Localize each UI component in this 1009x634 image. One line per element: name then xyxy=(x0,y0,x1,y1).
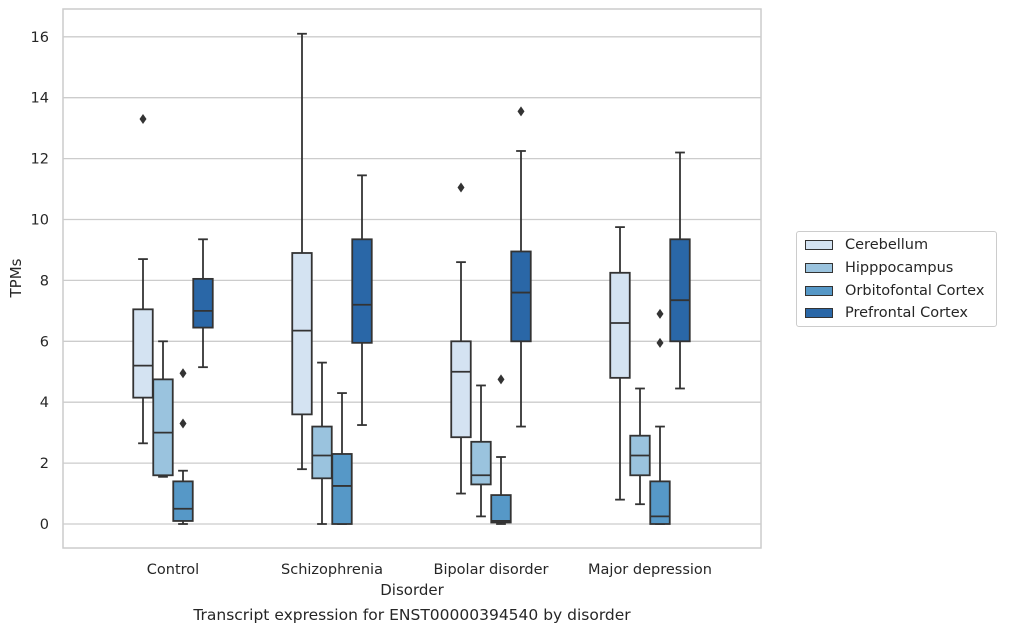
y-tick-label-0: 0 xyxy=(40,517,49,533)
box-orbitofontal-cortex-3 xyxy=(649,308,671,525)
box-body xyxy=(132,308,154,399)
box-hipppocampus-2 xyxy=(470,384,492,518)
x-axis-label: Disorder xyxy=(380,581,444,599)
box-orbitofontal-cortex-1 xyxy=(331,392,353,525)
outlier-point xyxy=(179,368,187,379)
box-prefrontal-cortex-0 xyxy=(192,238,214,369)
outlier-point xyxy=(656,308,664,319)
outlier-point xyxy=(656,337,664,348)
x-tick-label-bipolar-disorder: Bipolar disorder xyxy=(434,562,549,578)
box-body xyxy=(311,425,333,480)
y-tick-label-4: 4 xyxy=(40,395,49,411)
box-cerebellum-0 xyxy=(132,114,154,445)
box-body xyxy=(192,277,214,329)
outlier-point xyxy=(179,418,187,429)
outlier-point xyxy=(497,374,505,385)
box-orbitofontal-cortex-0 xyxy=(172,368,194,525)
chart-caption: Transcript expression for ENST0000039454… xyxy=(193,606,631,624)
legend-item-cerebellum: Cerebellum xyxy=(805,236,928,254)
legend-item-orbitofrontal-cortex: Orbitofontal Cortex xyxy=(805,282,984,300)
outlier-point xyxy=(139,114,147,125)
legend: Cerebellum Hipppocampus Orbitofontal Cor… xyxy=(796,231,997,327)
box-body xyxy=(609,271,631,379)
y-axis-label: TPMs xyxy=(7,258,25,298)
box-body xyxy=(669,238,691,343)
y-tick-label-16: 16 xyxy=(31,30,49,46)
box-hipppocampus-3 xyxy=(629,387,651,506)
y-tick-label-10: 10 xyxy=(31,213,49,229)
box-prefrontal-cortex-3 xyxy=(669,151,691,390)
box-cerebellum-3 xyxy=(609,226,631,501)
box-body xyxy=(649,480,671,525)
x-tick-labels: Control Schizophrenia Bipolar disorder Majo… xyxy=(147,562,712,578)
legend-item-prefrontal-cortex: Prefrontal Cortex xyxy=(805,304,968,322)
legend-swatch-prefrontal-cortex xyxy=(805,308,833,318)
box-layer xyxy=(132,32,691,525)
box-orbitofontal-cortex-2 xyxy=(490,374,512,525)
outlier-point xyxy=(457,182,465,193)
box-prefrontal-cortex-1 xyxy=(351,174,373,426)
box-cerebellum-1 xyxy=(291,32,313,471)
box-body xyxy=(351,238,373,344)
x-tick-label-control: Control xyxy=(147,562,199,578)
plot-frame xyxy=(62,8,762,549)
outlier-point xyxy=(517,106,525,117)
box-body xyxy=(152,378,174,477)
legend-label-hippocampus: Hipppocampus xyxy=(845,260,954,276)
legend-label-cerebellum: Cerebellum xyxy=(845,237,929,253)
y-tick-label-6: 6 xyxy=(40,334,49,350)
y-tick-label-14: 14 xyxy=(31,91,49,107)
box-hipppocampus-0 xyxy=(152,340,174,478)
box-hipppocampus-1 xyxy=(311,361,333,525)
box-body xyxy=(331,453,353,525)
box-body xyxy=(510,250,532,343)
box-body xyxy=(291,252,313,416)
y-tick-label-12: 12 xyxy=(31,152,49,168)
box-body xyxy=(450,340,472,439)
legend-item-hippocampus: Hipppocampus xyxy=(805,259,953,277)
legend-swatch-cerebellum xyxy=(805,240,833,250)
box-body xyxy=(490,494,512,524)
x-tick-label-major-depression: Major depression xyxy=(588,562,712,578)
y-tick-label-8: 8 xyxy=(40,273,49,289)
y-tick-labels: 0 2 4 6 8 10 12 14 16 xyxy=(31,30,49,533)
y-tick-label-2: 2 xyxy=(40,456,49,472)
legend-label-orbitofrontal-cortex: Orbitofontal Cortex xyxy=(845,283,985,299)
box-prefrontal-cortex-2 xyxy=(510,106,532,428)
legend-swatch-hippocampus xyxy=(805,263,833,273)
box-cerebellum-2 xyxy=(450,182,472,495)
legend-label-prefrontal-cortex: Prefrontal Cortex xyxy=(845,305,968,321)
x-tick-label-schizophrenia: Schizophrenia xyxy=(281,562,383,578)
box-body xyxy=(470,440,492,486)
legend-swatch-orbitofrontal-cortex xyxy=(805,286,833,296)
box-body xyxy=(172,480,194,522)
